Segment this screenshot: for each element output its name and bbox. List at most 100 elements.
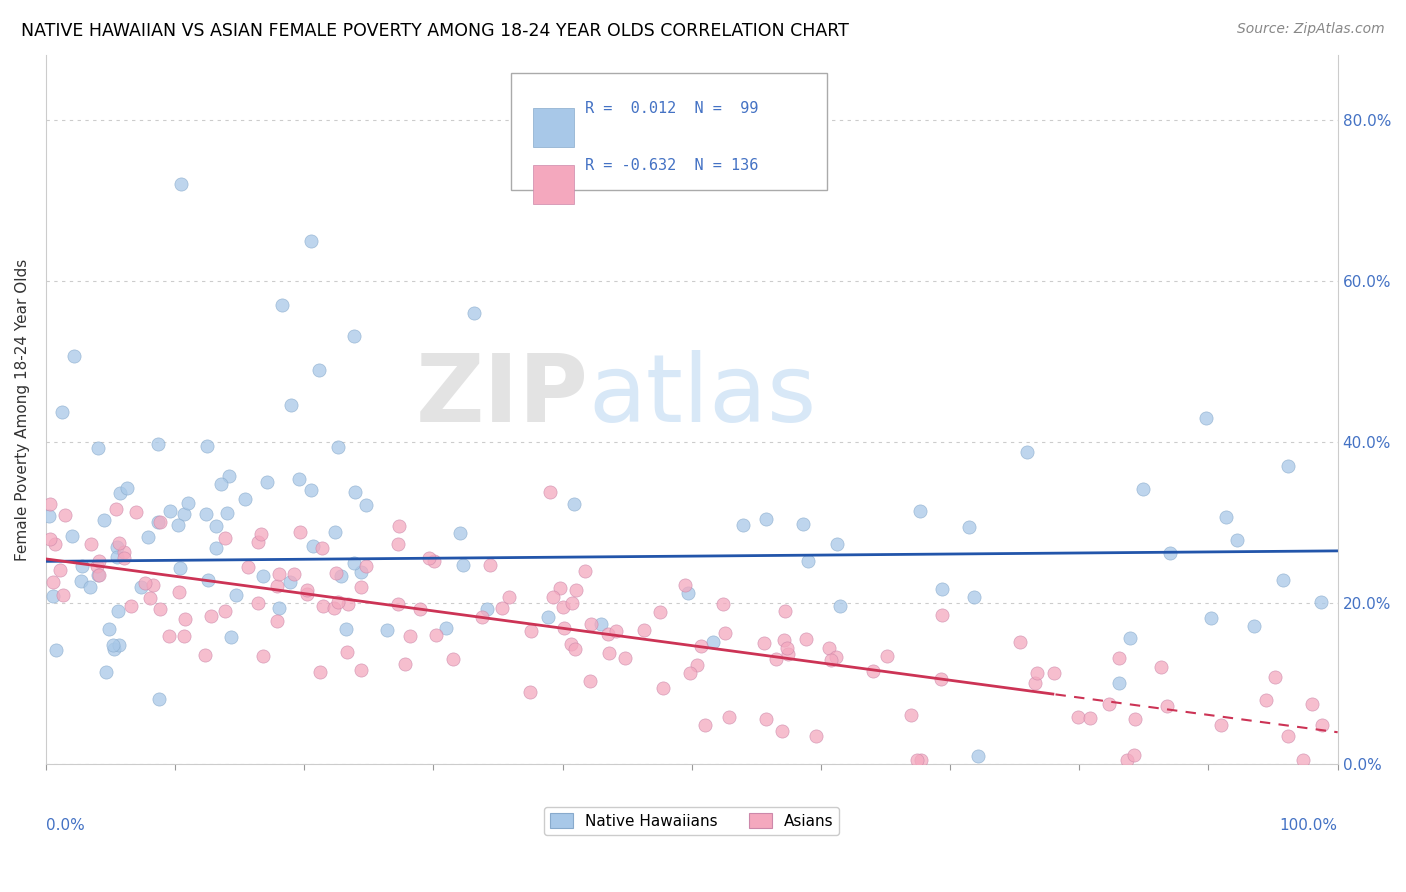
Point bbox=[283, 567, 305, 582]
Point bbox=[408, 601, 430, 615]
Text: ZIP: ZIP bbox=[416, 350, 589, 442]
Point bbox=[1108, 651, 1130, 665]
Point bbox=[325, 566, 347, 580]
Point bbox=[394, 657, 416, 671]
Point bbox=[129, 581, 152, 595]
Text: 0.0%: 0.0% bbox=[46, 818, 84, 833]
Point bbox=[79, 580, 101, 594]
Point bbox=[519, 624, 541, 639]
Point bbox=[149, 515, 172, 529]
Point bbox=[1097, 697, 1119, 711]
Point bbox=[235, 491, 257, 506]
Point bbox=[876, 648, 898, 663]
Point bbox=[792, 517, 814, 532]
Point bbox=[350, 663, 373, 677]
Point bbox=[308, 362, 330, 376]
Point bbox=[1292, 754, 1315, 768]
Point bbox=[957, 520, 980, 534]
Point bbox=[93, 513, 115, 527]
Point bbox=[105, 540, 128, 554]
Y-axis label: Female Poverty Among 18-24 Year Olds: Female Poverty Among 18-24 Year Olds bbox=[15, 259, 30, 561]
Point bbox=[247, 535, 270, 549]
Point bbox=[1309, 595, 1331, 609]
Point bbox=[53, 508, 76, 522]
Point bbox=[537, 609, 560, 624]
Point bbox=[278, 574, 301, 589]
Point bbox=[214, 531, 236, 545]
Point bbox=[633, 623, 655, 637]
Point bbox=[475, 602, 498, 616]
Point bbox=[195, 439, 218, 453]
Point bbox=[1159, 546, 1181, 560]
Point bbox=[299, 234, 322, 248]
Point bbox=[598, 646, 620, 660]
Point bbox=[772, 633, 794, 648]
Point bbox=[825, 649, 848, 664]
Point bbox=[1264, 670, 1286, 684]
Point bbox=[1226, 533, 1249, 548]
Point bbox=[931, 672, 953, 686]
Point bbox=[107, 638, 129, 652]
Point bbox=[125, 505, 148, 519]
Legend: Native Hawaiians, Asians: Native Hawaiians, Asians bbox=[544, 806, 839, 835]
Point bbox=[1026, 666, 1049, 681]
Point bbox=[146, 515, 169, 529]
Text: R = -0.632  N = 136: R = -0.632 N = 136 bbox=[585, 158, 758, 173]
Point bbox=[548, 581, 571, 595]
Point bbox=[42, 589, 65, 603]
Point bbox=[301, 483, 323, 497]
Point bbox=[1243, 619, 1265, 633]
Point bbox=[309, 665, 332, 680]
Point bbox=[1211, 717, 1233, 731]
Point bbox=[336, 645, 359, 659]
Point bbox=[1277, 459, 1299, 474]
Point bbox=[399, 629, 422, 643]
Point bbox=[755, 512, 778, 526]
Point bbox=[1215, 510, 1237, 524]
Point bbox=[209, 477, 232, 491]
Point bbox=[335, 622, 357, 636]
Point bbox=[225, 588, 247, 602]
Point bbox=[498, 590, 520, 604]
Point bbox=[538, 485, 561, 500]
Point bbox=[1125, 712, 1147, 726]
Point bbox=[591, 616, 613, 631]
Point bbox=[70, 574, 93, 588]
Point bbox=[337, 597, 360, 611]
Point bbox=[686, 658, 709, 673]
Point bbox=[689, 639, 711, 653]
Point bbox=[62, 349, 84, 363]
Point bbox=[652, 681, 675, 696]
Point bbox=[560, 637, 582, 651]
Point bbox=[271, 298, 294, 312]
Point bbox=[910, 504, 932, 518]
Point bbox=[579, 617, 602, 632]
Point bbox=[108, 535, 131, 549]
Point bbox=[564, 642, 586, 657]
Point bbox=[49, 564, 72, 578]
Point bbox=[115, 481, 138, 495]
Point bbox=[561, 596, 583, 610]
Point bbox=[105, 550, 128, 565]
Point bbox=[267, 566, 290, 581]
Point bbox=[375, 623, 398, 637]
Point bbox=[42, 574, 65, 589]
Point bbox=[350, 565, 373, 579]
Point bbox=[38, 509, 60, 524]
Point bbox=[1277, 729, 1299, 743]
Text: 100.0%: 100.0% bbox=[1279, 818, 1337, 833]
Point bbox=[387, 597, 409, 611]
Point bbox=[605, 624, 627, 638]
Point bbox=[1310, 717, 1333, 731]
Point bbox=[770, 723, 793, 738]
Point bbox=[711, 597, 734, 611]
Point bbox=[280, 398, 302, 412]
Text: R =  0.012  N =  99: R = 0.012 N = 99 bbox=[585, 102, 758, 116]
Point bbox=[197, 573, 219, 587]
Point bbox=[797, 554, 820, 568]
Point bbox=[103, 642, 125, 657]
Point bbox=[295, 583, 318, 598]
Point bbox=[479, 558, 502, 572]
Point bbox=[1132, 482, 1154, 496]
Point bbox=[252, 648, 274, 663]
